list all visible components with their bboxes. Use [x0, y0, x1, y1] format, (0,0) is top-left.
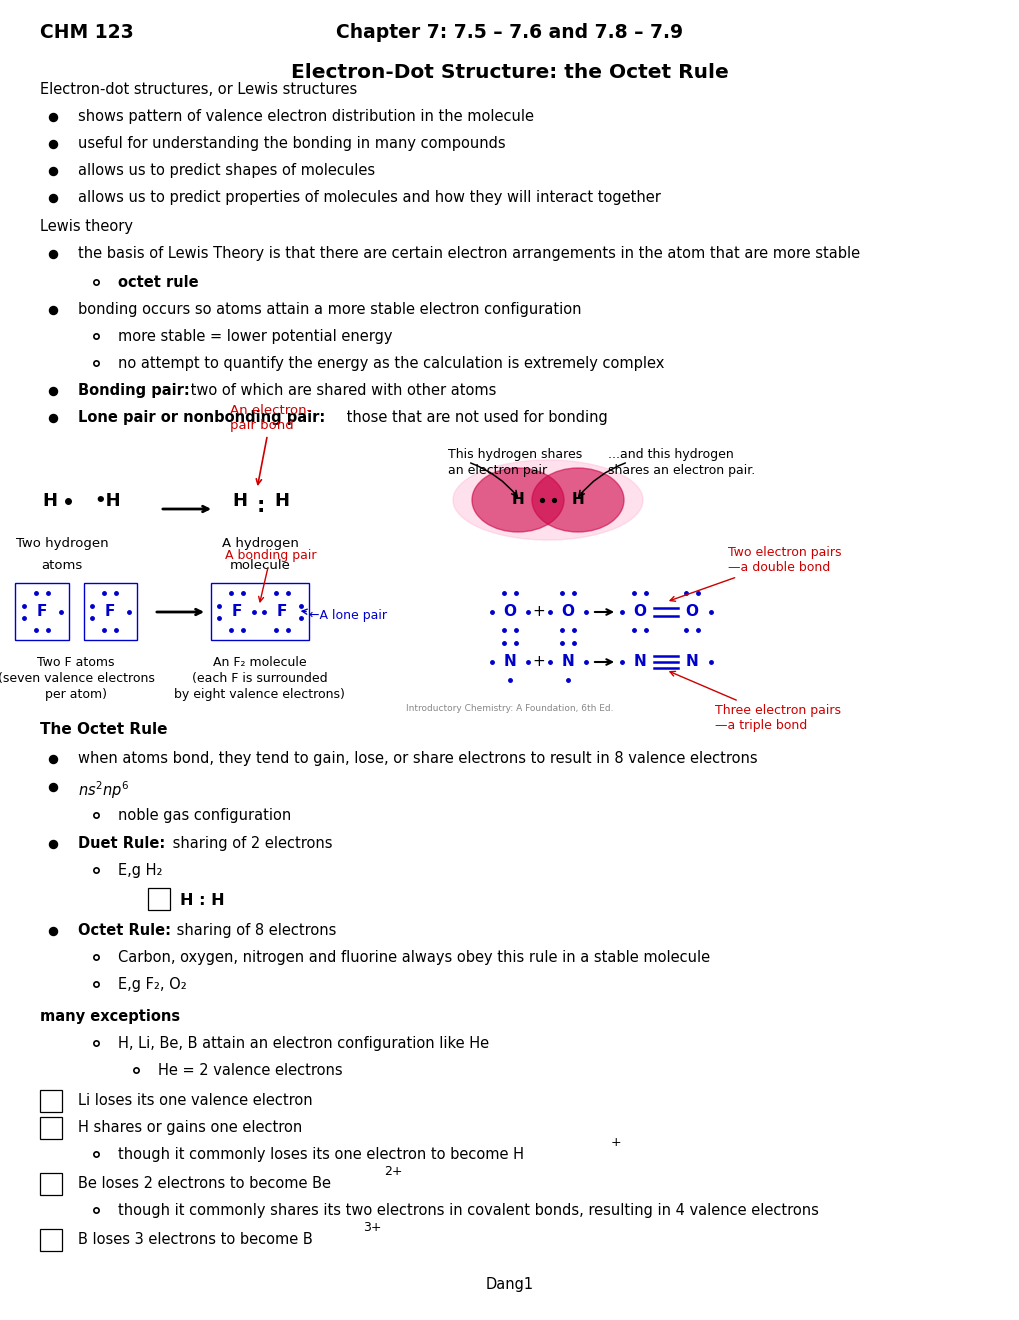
Text: many exceptions: many exceptions — [40, 1008, 180, 1024]
Bar — [40, 1117, 62, 1139]
Bar — [148, 888, 170, 909]
Text: though it commonly shares its two electrons in covalent bonds, resulting in 4 va: though it commonly shares its two electr… — [118, 1203, 818, 1218]
Text: +: + — [532, 605, 545, 619]
Text: $ns^2np^6$: $ns^2np^6$ — [77, 779, 129, 801]
Text: 2+: 2+ — [383, 1166, 403, 1177]
Text: Carbon, oxygen, nitrogen and fluorine always obey this rule in a stable molecule: Carbon, oxygen, nitrogen and fluorine al… — [118, 950, 709, 965]
Text: bonding occurs so atoms attain a more stable electron configuration: bonding occurs so atoms attain a more st… — [77, 302, 581, 317]
Text: Octet Rule:: Octet Rule: — [77, 923, 171, 939]
Text: He = 2 valence electrons: He = 2 valence electrons — [158, 1063, 342, 1078]
Text: H : H: H : H — [179, 894, 224, 908]
Text: +: + — [532, 655, 545, 669]
Text: 3+: 3+ — [363, 1221, 381, 1234]
Text: +: + — [610, 1137, 621, 1148]
Text: by eight valence electrons): by eight valence electrons) — [174, 688, 344, 701]
Text: those that are not used for bonding: those that are not used for bonding — [341, 411, 606, 425]
Text: when atoms bond, they tend to gain, lose, or share electrons to result in 8 vale: when atoms bond, they tend to gain, lose… — [77, 751, 757, 766]
Text: ←A lone pair: ←A lone pair — [302, 610, 386, 623]
Text: An electron-
pair bond: An electron- pair bond — [229, 404, 311, 484]
Text: Li loses its one valence electron: Li loses its one valence electron — [77, 1093, 312, 1107]
Text: H, Li, Be, B attain an electron configuration like He: H, Li, Be, B attain an electron configur… — [118, 1036, 489, 1051]
Bar — [210, 583, 309, 640]
Text: H: H — [231, 492, 247, 510]
Text: H shares or gains one electron: H shares or gains one electron — [77, 1119, 302, 1135]
Text: A hydrogen: A hydrogen — [221, 537, 299, 550]
Text: an electron pair: an electron pair — [447, 465, 546, 477]
Ellipse shape — [452, 459, 642, 540]
Text: no attempt to quantify the energy as the calculation is extremely complex: no attempt to quantify the energy as the… — [118, 356, 663, 371]
Text: :: : — [257, 496, 265, 516]
Text: O: O — [685, 605, 698, 619]
Text: F: F — [231, 605, 242, 619]
Text: O: O — [560, 605, 574, 619]
Text: two of which are shared with other atoms: two of which are shared with other atoms — [185, 383, 495, 399]
Text: allows us to predict properties of molecules and how they will interact together: allows us to predict properties of molec… — [77, 190, 660, 205]
Text: Chapter 7: 7.5 – 7.6 and 7.8 – 7.9: Chapter 7: 7.5 – 7.6 and 7.8 – 7.9 — [336, 22, 683, 42]
Text: Bonding pair:: Bonding pair: — [77, 383, 190, 399]
Text: H: H — [274, 492, 288, 510]
Text: B loses 3 electrons to become B: B loses 3 electrons to become B — [77, 1232, 313, 1247]
Text: Two F atoms: Two F atoms — [38, 656, 115, 669]
Text: Lone pair or nonbonding pair:: Lone pair or nonbonding pair: — [77, 411, 325, 425]
Ellipse shape — [472, 469, 564, 532]
Bar — [40, 1173, 62, 1195]
Text: Two electron pairs
—a double bond: Two electron pairs —a double bond — [669, 546, 841, 601]
Ellipse shape — [532, 469, 624, 532]
Text: A bonding pair: A bonding pair — [225, 549, 316, 602]
Text: N: N — [561, 655, 574, 669]
Text: shares an electron pair.: shares an electron pair. — [607, 465, 754, 477]
Text: ...and this hydrogen: ...and this hydrogen — [607, 447, 733, 461]
Text: N: N — [685, 655, 698, 669]
Text: F: F — [105, 605, 115, 619]
Text: (each F is surrounded: (each F is surrounded — [192, 672, 327, 685]
Text: CHM 123: CHM 123 — [40, 22, 133, 42]
Bar — [84, 583, 137, 640]
Text: An F₂ molecule: An F₂ molecule — [213, 656, 306, 669]
Text: H: H — [42, 492, 57, 510]
Text: Introductory Chemistry: A Foundation, 6th Ed.: Introductory Chemistry: A Foundation, 6t… — [406, 704, 613, 713]
Text: Two hydrogen: Two hydrogen — [15, 537, 108, 550]
Text: N: N — [503, 655, 516, 669]
Text: octet rule: octet rule — [118, 275, 199, 290]
Text: Be loses 2 electrons to become Be: Be loses 2 electrons to become Be — [77, 1176, 331, 1191]
Text: though it commonly loses its one electron to become H: though it commonly loses its one electro… — [118, 1147, 524, 1162]
Text: shows pattern of valence electron distribution in the molecule: shows pattern of valence electron distri… — [77, 110, 534, 124]
Text: Electron-dot structures, or Lewis structures: Electron-dot structures, or Lewis struct… — [40, 82, 357, 96]
Text: molecule: molecule — [229, 558, 290, 572]
Bar — [40, 1090, 62, 1111]
Text: more stable = lower potential energy: more stable = lower potential energy — [118, 329, 392, 345]
Text: E,g H₂: E,g H₂ — [118, 863, 162, 878]
Text: useful for understanding the bonding in many compounds: useful for understanding the bonding in … — [77, 136, 505, 150]
Text: the basis of Lewis Theory is that there are certain electron arrangements in the: the basis of Lewis Theory is that there … — [77, 246, 859, 261]
Text: Duet Rule:: Duet Rule: — [77, 836, 165, 851]
Bar — [15, 583, 68, 640]
Text: Electron-Dot Structure: the Octet Rule: Electron-Dot Structure: the Octet Rule — [290, 63, 729, 82]
Text: H: H — [512, 492, 524, 507]
Text: O: O — [633, 605, 646, 619]
Text: (seven valence electrons: (seven valence electrons — [0, 672, 154, 685]
Bar — [40, 1229, 62, 1251]
Text: N: N — [633, 655, 646, 669]
Text: atoms: atoms — [42, 558, 83, 572]
Text: noble gas configuration: noble gas configuration — [118, 808, 291, 822]
Text: The Octet Rule: The Octet Rule — [40, 722, 167, 737]
Text: Three electron pairs
—a triple bond: Three electron pairs —a triple bond — [669, 672, 841, 733]
Text: •H: •H — [94, 492, 120, 510]
Text: allows us to predict shapes of molecules: allows us to predict shapes of molecules — [77, 162, 375, 178]
Text: F: F — [37, 605, 47, 619]
Text: This hydrogen shares: This hydrogen shares — [447, 447, 582, 461]
Text: sharing of 2 electrons: sharing of 2 electrons — [168, 836, 332, 851]
Text: O: O — [503, 605, 516, 619]
Text: H: H — [571, 492, 584, 507]
Text: Dang1: Dang1 — [485, 1276, 534, 1292]
Text: per atom): per atom) — [45, 688, 107, 701]
Text: Lewis theory: Lewis theory — [40, 219, 132, 234]
Text: sharing of 8 electrons: sharing of 8 electrons — [171, 923, 335, 939]
Text: E,g F₂, O₂: E,g F₂, O₂ — [118, 977, 186, 993]
Text: F: F — [276, 605, 287, 619]
